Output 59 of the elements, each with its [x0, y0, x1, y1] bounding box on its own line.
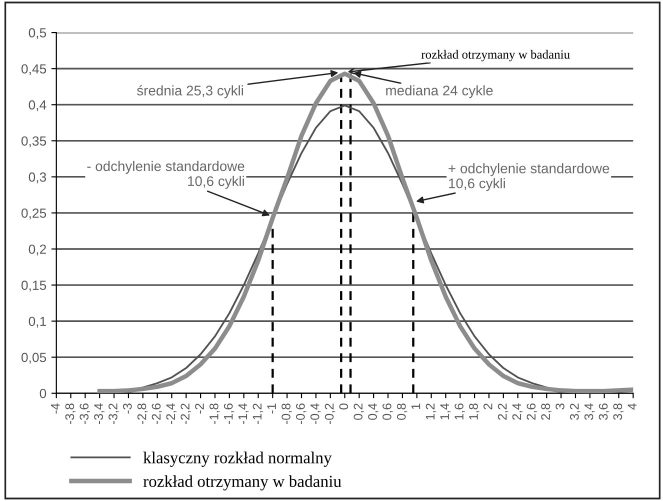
- y-tick-label: 0,15: [21, 280, 46, 292]
- annotation: rozkład otrzymany w badaniu: [421, 50, 570, 62]
- x-tick-label: 2,8: [541, 404, 552, 420]
- x-tick-label: 3,4: [584, 403, 595, 420]
- y-tick-label: 0,35: [21, 136, 46, 148]
- annotation: + odchylenie standardowe 10,6 cykli: [448, 163, 610, 192]
- x-tick-label: -2,4: [166, 403, 177, 424]
- y-tick-label: 0,4: [28, 100, 46, 112]
- x-tick-label: 1,6: [454, 404, 465, 420]
- y-tick-label: 0,45: [21, 64, 46, 76]
- x-tick-label: -4: [50, 403, 60, 414]
- x-tick-label: -1: [267, 404, 276, 414]
- y-tick-label: 0,2: [28, 244, 46, 256]
- x-tick-label: 3,6: [598, 404, 610, 420]
- x-tick-label: 0,2: [354, 404, 364, 420]
- x-tick-label: -3,4: [94, 403, 104, 424]
- y-tick-label: 0,1: [28, 316, 46, 328]
- x-tick-label: -2,2: [180, 404, 191, 424]
- x-tick-label: -0,4: [310, 403, 321, 424]
- x-tick-label: 3,2: [570, 404, 580, 420]
- y-tick-label: 0,3: [28, 172, 46, 184]
- legend-label: rozkład otrzymany w badaniu: [143, 475, 342, 490]
- x-tick-label: -1,4: [238, 403, 249, 424]
- annotation: średnia 25,3 cykli: [137, 85, 244, 98]
- x-tick-label: 4: [628, 403, 636, 410]
- legend-label: klasyczny rozkład normalny: [143, 452, 332, 467]
- y-tick-label: 0,25: [21, 208, 46, 220]
- x-tick-label: 3: [556, 404, 564, 410]
- x-tick-label: 2,2: [498, 404, 508, 420]
- y-tick-label: 0: [40, 388, 46, 398]
- x-tick-label: 0,8: [396, 404, 408, 420]
- x-tick-label: -1,6: [224, 404, 234, 424]
- annotation: mediana 24 cykle: [386, 85, 493, 98]
- x-tick-label: 1,2: [426, 404, 436, 420]
- y-tick-label: 0,05: [21, 352, 46, 364]
- x-tick-label: 1,4: [440, 403, 451, 420]
- x-tick-label: 1: [411, 404, 420, 410]
- y-tick-label: 0,5: [28, 28, 46, 40]
- x-tick-label: 2,6: [526, 404, 538, 420]
- x-tick-label: -3,6: [80, 404, 90, 424]
- annotation: - odchylenie standardowe 10,6 cykli: [87, 160, 244, 189]
- x-tick-label: 0: [339, 403, 348, 410]
- x-tick-label: 2,4: [512, 403, 523, 420]
- x-tick-label: 1,8: [469, 404, 480, 420]
- x-tick-label: -3,2: [108, 404, 119, 424]
- x-tick-label: -3,8: [65, 404, 76, 424]
- x-tick-label: -1,2: [252, 404, 264, 424]
- x-tick-label: -2: [195, 404, 204, 414]
- x-tick-label: -3: [122, 404, 132, 414]
- x-tick-label: -1,8: [209, 404, 220, 424]
- x-tick-label: -0,8: [282, 404, 292, 424]
- x-tick-label: 3,8: [613, 404, 624, 420]
- x-tick-label: 0,6: [382, 404, 393, 420]
- x-tick-label: -2,6: [152, 404, 162, 424]
- x-tick-label: -0,6: [296, 404, 306, 424]
- x-tick-label: -0,2: [324, 404, 336, 424]
- x-tick-label: -2,8: [137, 404, 148, 424]
- x-tick-label: 2: [483, 404, 492, 410]
- x-tick-label: 0,4: [368, 403, 378, 420]
